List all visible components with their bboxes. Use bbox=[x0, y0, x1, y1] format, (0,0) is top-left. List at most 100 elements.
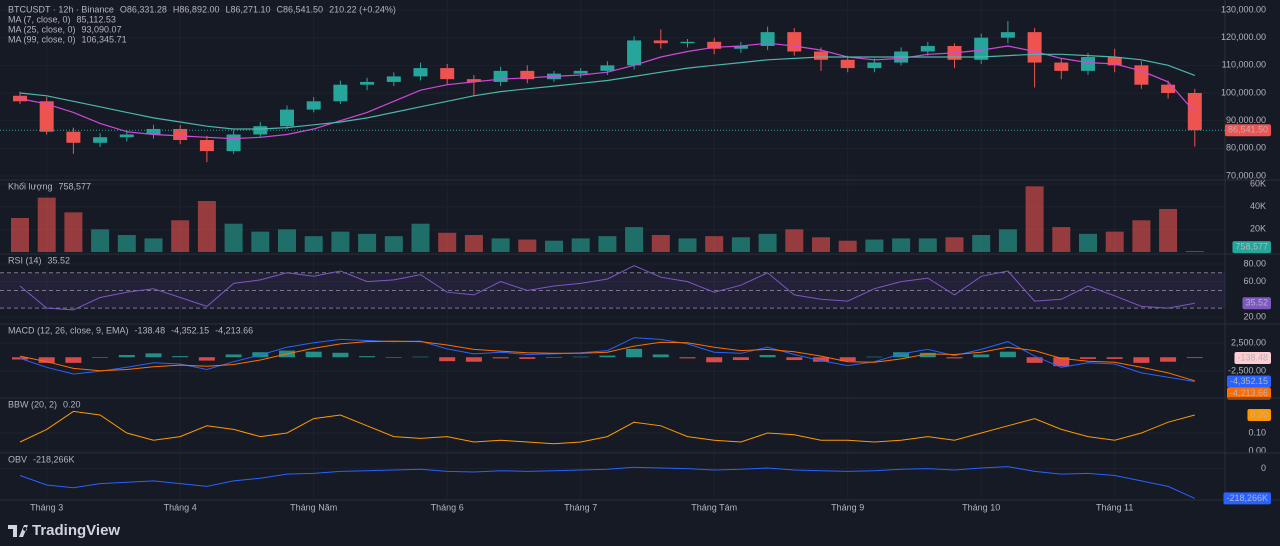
y-tick-label: 120,000.00 bbox=[1221, 32, 1266, 42]
ohlc-value: 210.22 (+0.24%) bbox=[329, 4, 396, 14]
candle-body bbox=[386, 76, 401, 82]
brand: TradingView bbox=[32, 522, 120, 539]
volume-bar bbox=[785, 229, 804, 252]
histogram-bar bbox=[626, 348, 643, 358]
volume-bar bbox=[197, 201, 216, 252]
x-tick-label: Tháng 3 bbox=[30, 502, 63, 512]
volume-bar bbox=[865, 239, 884, 252]
legend-title: RSI (14) bbox=[8, 255, 42, 265]
histogram-bar bbox=[439, 357, 456, 362]
ohlc-value: O86,331.28 bbox=[120, 4, 167, 14]
volume-bar bbox=[438, 232, 457, 252]
volume-bar bbox=[117, 235, 136, 252]
value-box bbox=[1242, 297, 1271, 310]
y-tick-label: 0.10 bbox=[1248, 427, 1266, 437]
candle-body bbox=[1107, 57, 1122, 66]
logo-icon bbox=[8, 525, 28, 537]
candle-body bbox=[93, 137, 108, 143]
x-tick-label: Tháng 10 bbox=[962, 502, 1000, 512]
candle-body bbox=[333, 84, 348, 102]
value-box-label: -218,266K bbox=[1226, 493, 1268, 503]
volume-bar bbox=[545, 240, 563, 252]
volume-bar bbox=[37, 197, 56, 252]
candle-body bbox=[199, 140, 214, 152]
value-box bbox=[1226, 375, 1271, 388]
histogram-bar bbox=[732, 357, 749, 361]
legend-title: OBV bbox=[8, 454, 27, 464]
y-tick-label: 20K bbox=[1250, 224, 1266, 234]
volume-bar bbox=[358, 233, 377, 252]
histogram-bar bbox=[546, 357, 562, 358]
y-tick-label: 80,000.00 bbox=[1226, 143, 1266, 153]
volume-bar bbox=[625, 227, 644, 252]
legend-value: 93,090.07 bbox=[82, 24, 122, 34]
volume-bar bbox=[838, 240, 857, 252]
histogram-bar bbox=[572, 356, 589, 358]
candle-body bbox=[39, 101, 54, 132]
candle-body bbox=[1134, 65, 1149, 85]
y-tick-label: 2,500.00 bbox=[1231, 338, 1266, 348]
ohlc-value: C86,541.50 bbox=[277, 4, 324, 14]
volume-bar bbox=[91, 229, 110, 252]
histogram-bar bbox=[946, 357, 963, 359]
histogram-bar bbox=[492, 357, 509, 359]
x-tick-label: Tháng 7 bbox=[564, 502, 597, 512]
macd-line bbox=[19, 337, 1195, 382]
candle-body bbox=[974, 37, 989, 60]
volume-bar bbox=[892, 238, 911, 252]
candle-body bbox=[733, 45, 748, 49]
value-box-label: 0.20 bbox=[1250, 409, 1268, 419]
y-tick-label: 0 bbox=[1261, 463, 1266, 473]
indicator-line bbox=[19, 410, 1195, 445]
y-tick-label: 90,000.00 bbox=[1226, 115, 1266, 125]
histogram-bar bbox=[412, 356, 429, 358]
histogram-bar bbox=[893, 352, 910, 358]
volume-bar bbox=[144, 238, 163, 252]
volume-bar bbox=[1105, 231, 1124, 252]
volume-bar bbox=[678, 238, 697, 252]
candle-body bbox=[146, 128, 161, 135]
legend-value: -4,213.66 bbox=[215, 325, 253, 335]
histogram-bar bbox=[118, 355, 135, 358]
value-box-label: -138.48 bbox=[1237, 352, 1268, 362]
histogram-bar bbox=[145, 353, 162, 358]
legend-value: -4,352.15 bbox=[171, 325, 209, 335]
y-tick-label: 60K bbox=[1250, 178, 1266, 188]
x-tick-label: Tháng Năm bbox=[290, 502, 337, 512]
legend-title: Khối lượng bbox=[8, 181, 52, 191]
histogram-bar bbox=[866, 356, 883, 358]
x-tick-label: Tháng Tám bbox=[691, 502, 737, 512]
histogram-bar bbox=[839, 357, 856, 362]
x-tick-label: Tháng 6 bbox=[431, 502, 464, 512]
candle-body bbox=[1000, 32, 1015, 38]
histogram-bar bbox=[759, 355, 776, 358]
volume-bar bbox=[1052, 227, 1071, 252]
histogram-bar bbox=[1080, 357, 1096, 359]
legend-title: BBW (20, 2) bbox=[8, 399, 57, 409]
volume-bar bbox=[464, 235, 483, 252]
candle-body bbox=[440, 68, 455, 80]
histogram-bar bbox=[225, 354, 242, 358]
ma-line bbox=[19, 53, 1196, 130]
histogram-bar bbox=[786, 357, 803, 361]
indicator-line bbox=[19, 466, 1196, 499]
histogram-bar bbox=[92, 357, 109, 358]
legend-value: 35.52 bbox=[48, 255, 71, 265]
x-tick-label: Tháng 9 bbox=[831, 502, 864, 512]
legend-value: 85,112.53 bbox=[77, 14, 116, 24]
histogram-bar bbox=[652, 354, 669, 358]
histogram-bar bbox=[813, 357, 829, 362]
volume-bar bbox=[571, 238, 590, 252]
candle-body bbox=[226, 134, 241, 152]
volume-bar bbox=[491, 238, 510, 252]
value-box bbox=[1226, 387, 1271, 400]
volume-bar bbox=[251, 231, 270, 252]
candle-body bbox=[66, 131, 81, 143]
legend-value: 106,345.71 bbox=[82, 34, 127, 44]
volume-bar bbox=[11, 218, 29, 252]
legend-name: MA (25, close, 0) bbox=[8, 24, 76, 34]
histogram-bar bbox=[919, 352, 936, 358]
volume-bar bbox=[1185, 251, 1204, 252]
legend-value: 758,577 bbox=[58, 181, 91, 191]
histogram-bar bbox=[519, 357, 536, 359]
